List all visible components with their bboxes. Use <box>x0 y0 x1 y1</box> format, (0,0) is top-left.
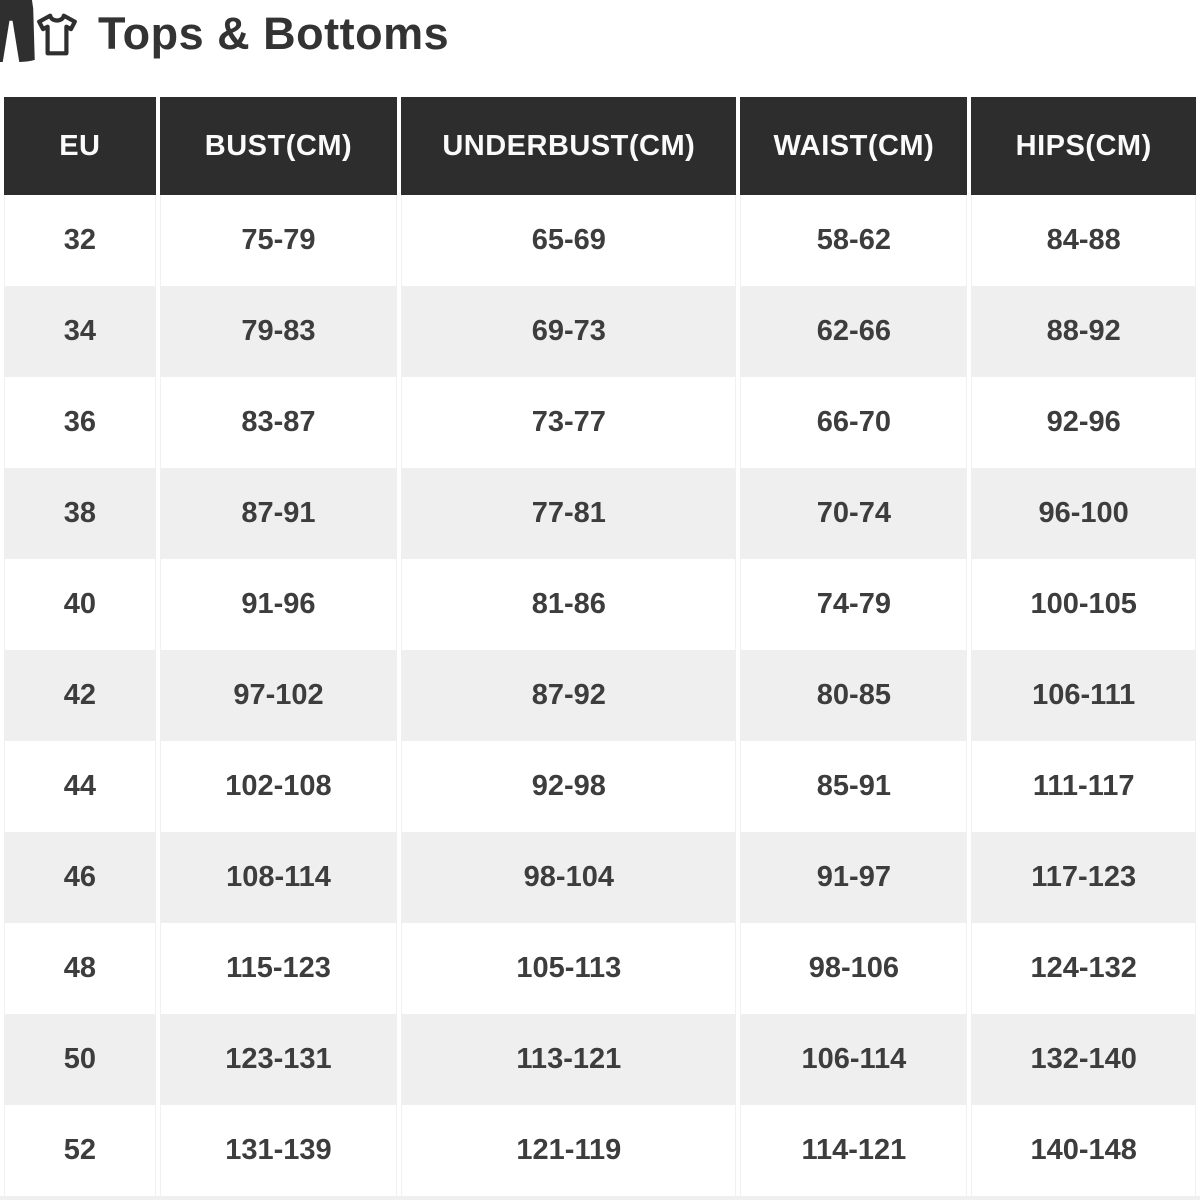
table-row-size-40: 40 91-96 81-86 74-79 100-105 <box>4 559 1196 650</box>
table-row-size-34: 34 79-83 69-73 62-66 88-92 <box>4 286 1196 377</box>
size-cell: 48 <box>4 923 156 1014</box>
size-cell: 52 <box>4 1105 156 1196</box>
column-header-waist-cm: WAIST(CM) <box>740 97 968 195</box>
measurement-cell: 69-73 <box>401 286 737 377</box>
measurement-cell: 111-117 <box>971 741 1196 832</box>
measurement-cell: 75-79 <box>159 195 398 286</box>
measurement-cell: 115-123 <box>159 923 398 1014</box>
size-cell: 32 <box>4 195 156 286</box>
page-header: Tops & Bottoms <box>0 0 1200 97</box>
measurement-cell: 123-131 <box>159 1014 398 1105</box>
measurement-cell: 121-119 <box>401 1105 737 1196</box>
measurement-cell: 91-97 <box>740 832 968 923</box>
measurement-cell: 77-81 <box>401 468 737 559</box>
size-chart-body: 32 75-79 65-69 58-62 84-88 34 79-83 69-73 62-66 8… <box>4 195 1196 1196</box>
measurement-cell: 88-92 <box>971 286 1196 377</box>
column-header-underbust-cm: UNDERBUST(CM) <box>401 97 737 195</box>
page-title: Tops & Bottoms <box>98 8 450 59</box>
measurement-cell: 79-83 <box>159 286 398 377</box>
measurement-cell: 80-85 <box>740 650 968 741</box>
measurement-cell: 108-114 <box>159 832 398 923</box>
measurement-cell: 74-79 <box>740 559 968 650</box>
table-row-size-48: 48 115-123 105-113 98-106 124-132 <box>4 923 1196 1014</box>
measurement-cell: 96-100 <box>971 468 1196 559</box>
size-cell: 36 <box>4 377 156 468</box>
table-row-size-44: 44 102-108 92-98 85-91 111-117 <box>4 741 1196 832</box>
measurement-cell: 91-96 <box>159 559 398 650</box>
measurement-cell: 113-121 <box>401 1014 737 1105</box>
measurement-cell: 140-148 <box>971 1105 1196 1196</box>
measurement-cell: 105-113 <box>401 923 737 1014</box>
measurement-cell: 73-77 <box>401 377 737 468</box>
measurement-cell: 106-114 <box>740 1014 968 1105</box>
measurement-cell: 114-121 <box>740 1105 968 1196</box>
pants-icon <box>0 0 35 62</box>
measurement-cell: 62-66 <box>740 286 968 377</box>
measurement-cell: 83-87 <box>159 377 398 468</box>
measurement-cell: 100-105 <box>971 559 1196 650</box>
table-row-size-38: 38 87-91 77-81 70-74 96-100 <box>4 468 1196 559</box>
measurement-cell: 81-86 <box>401 559 737 650</box>
table-row-size-32: 32 75-79 65-69 58-62 84-88 <box>4 195 1196 286</box>
table-row-size-36: 36 83-87 73-77 66-70 92-96 <box>4 377 1196 468</box>
measurement-cell: 87-91 <box>159 468 398 559</box>
clipped-next-row <box>0 1196 1200 1200</box>
size-cell: 46 <box>4 832 156 923</box>
size-cell: 38 <box>4 468 156 559</box>
measurement-cell: 98-104 <box>401 832 737 923</box>
measurement-cell: 132-140 <box>971 1014 1196 1105</box>
measurement-cell: 87-92 <box>401 650 737 741</box>
size-chart-header: EU BUST(CM) UNDERBUST(CM) WAIST(CM) HIPS(CM) <box>4 97 1196 195</box>
size-chart-table: EU BUST(CM) UNDERBUST(CM) WAIST(CM) HIPS(CM)… <box>0 97 1200 1196</box>
measurement-cell: 117-123 <box>971 832 1196 923</box>
measurement-cell: 124-132 <box>971 923 1196 1014</box>
tshirt-icon <box>33 10 81 59</box>
measurement-cell: 58-62 <box>740 195 968 286</box>
measurement-cell: 65-69 <box>401 195 737 286</box>
header-row: EU BUST(CM) UNDERBUST(CM) WAIST(CM) HIPS(CM) <box>4 97 1196 195</box>
measurement-cell: 66-70 <box>740 377 968 468</box>
size-cell: 40 <box>4 559 156 650</box>
measurement-cell: 92-98 <box>401 741 737 832</box>
size-cell: 42 <box>4 650 156 741</box>
measurement-cell: 70-74 <box>740 468 968 559</box>
table-row-size-50: 50 123-131 113-121 106-114 132-140 <box>4 1014 1196 1105</box>
measurement-cell: 98-106 <box>740 923 968 1014</box>
measurement-cell: 92-96 <box>971 377 1196 468</box>
column-header-bust-cm: BUST(CM) <box>159 97 398 195</box>
size-cell: 34 <box>4 286 156 377</box>
column-header-eu: EU <box>4 97 156 195</box>
size-cell: 50 <box>4 1014 156 1105</box>
measurement-cell: 106-111 <box>971 650 1196 741</box>
table-row-size-46: 46 108-114 98-104 91-97 117-123 <box>4 832 1196 923</box>
size-cell: 44 <box>4 741 156 832</box>
measurement-cell: 85-91 <box>740 741 968 832</box>
measurement-cell: 84-88 <box>971 195 1196 286</box>
measurement-cell: 131-139 <box>159 1105 398 1196</box>
table-row-size-52: 52 131-139 121-119 114-121 140-148 <box>4 1105 1196 1196</box>
column-header-hips-cm: HIPS(CM) <box>971 97 1196 195</box>
table-row-size-42: 42 97-102 87-92 80-85 106-111 <box>4 650 1196 741</box>
measurement-cell: 97-102 <box>159 650 398 741</box>
measurement-cell: 102-108 <box>159 741 398 832</box>
